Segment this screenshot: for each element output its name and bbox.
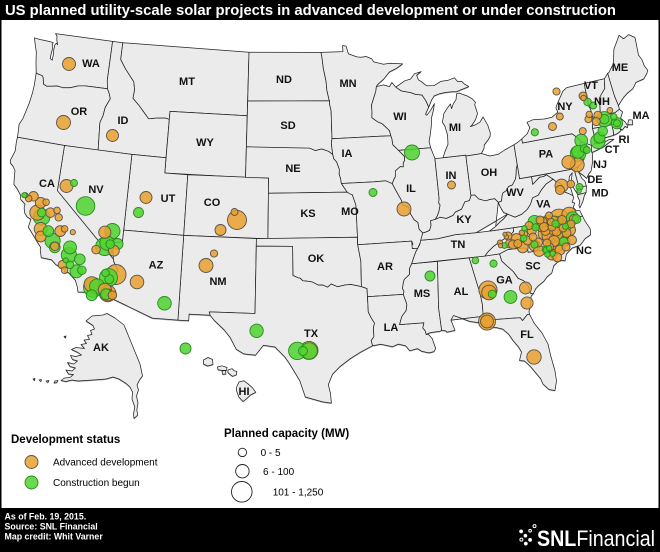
svg-text:Development status: Development status — [11, 434, 120, 446]
svg-text:VT: VT — [584, 80, 598, 92]
svg-text:ME: ME — [612, 62, 629, 74]
svg-text:AZ: AZ — [149, 260, 164, 272]
svg-text:IN: IN — [446, 170, 457, 182]
svg-text:AR: AR — [377, 261, 393, 273]
svg-text:NM: NM — [209, 276, 226, 288]
svg-text:As of Feb. 19, 2015.: As of Feb. 19, 2015. — [5, 512, 87, 522]
svg-text:WY: WY — [196, 137, 214, 149]
svg-text:SC: SC — [525, 261, 540, 273]
svg-text:DE: DE — [587, 174, 602, 186]
svg-text:LA: LA — [384, 322, 399, 334]
svg-text:PA: PA — [539, 149, 554, 161]
svg-text:AK: AK — [93, 342, 109, 354]
svg-text:KY: KY — [456, 214, 472, 226]
svg-text:OK: OK — [308, 253, 325, 265]
svg-text:ID: ID — [118, 115, 129, 127]
svg-text:WI: WI — [393, 111, 406, 123]
svg-text:CO: CO — [204, 197, 221, 209]
svg-text:CA: CA — [39, 178, 55, 190]
svg-text:ND: ND — [276, 74, 292, 86]
svg-text:HI: HI — [239, 386, 250, 398]
svg-text:SD: SD — [280, 120, 295, 132]
svg-text:MN: MN — [339, 78, 356, 90]
svg-text:TX: TX — [304, 328, 319, 340]
svg-text:IA: IA — [342, 148, 353, 160]
svg-text:MT: MT — [179, 76, 195, 88]
svg-text:MI: MI — [449, 122, 461, 134]
svg-text:UT: UT — [161, 193, 176, 205]
svg-text:NV: NV — [88, 184, 104, 196]
svg-text:MO: MO — [341, 206, 359, 218]
svg-text:101 - 1,250: 101 - 1,250 — [273, 488, 324, 499]
svg-text:Advanced development: Advanced development — [53, 458, 158, 469]
svg-text:NH: NH — [594, 96, 610, 108]
svg-text:NC: NC — [576, 245, 592, 257]
svg-text:GA: GA — [496, 275, 513, 287]
svg-text:SNLFinancial: SNLFinancial — [537, 526, 655, 551]
svg-text:VA: VA — [536, 199, 551, 211]
svg-text:NY: NY — [557, 101, 573, 113]
svg-text:KS: KS — [300, 208, 315, 220]
svg-text:TN: TN — [451, 239, 466, 251]
svg-text:MA: MA — [632, 110, 649, 122]
svg-text:Map credit: Whit Varner: Map credit: Whit Varner — [5, 532, 104, 542]
svg-text:MD: MD — [591, 188, 608, 200]
svg-text:0 - 5: 0 - 5 — [261, 448, 281, 459]
svg-text:OH: OH — [481, 167, 498, 179]
svg-text:FL: FL — [520, 329, 534, 341]
svg-text:Planned capacity (MW): Planned capacity (MW) — [224, 428, 349, 440]
svg-text:6 - 100: 6 - 100 — [263, 467, 295, 478]
svg-text:MS: MS — [414, 288, 431, 300]
svg-text:RI: RI — [619, 134, 630, 146]
svg-text:WV: WV — [506, 187, 524, 199]
svg-text:US planned utility-scale solar: US planned utility-scale solar projects … — [5, 3, 616, 19]
svg-text:Source: SNL Financial: Source: SNL Financial — [5, 522, 98, 532]
svg-text:CT: CT — [605, 144, 620, 156]
svg-text:AL: AL — [454, 286, 469, 298]
svg-text:Construction begun: Construction begun — [53, 478, 140, 489]
svg-text:NE: NE — [285, 163, 300, 175]
svg-text:NJ: NJ — [593, 159, 607, 171]
svg-text:WA: WA — [82, 58, 100, 70]
svg-text:OR: OR — [71, 106, 88, 118]
svg-text:IL: IL — [406, 183, 416, 195]
